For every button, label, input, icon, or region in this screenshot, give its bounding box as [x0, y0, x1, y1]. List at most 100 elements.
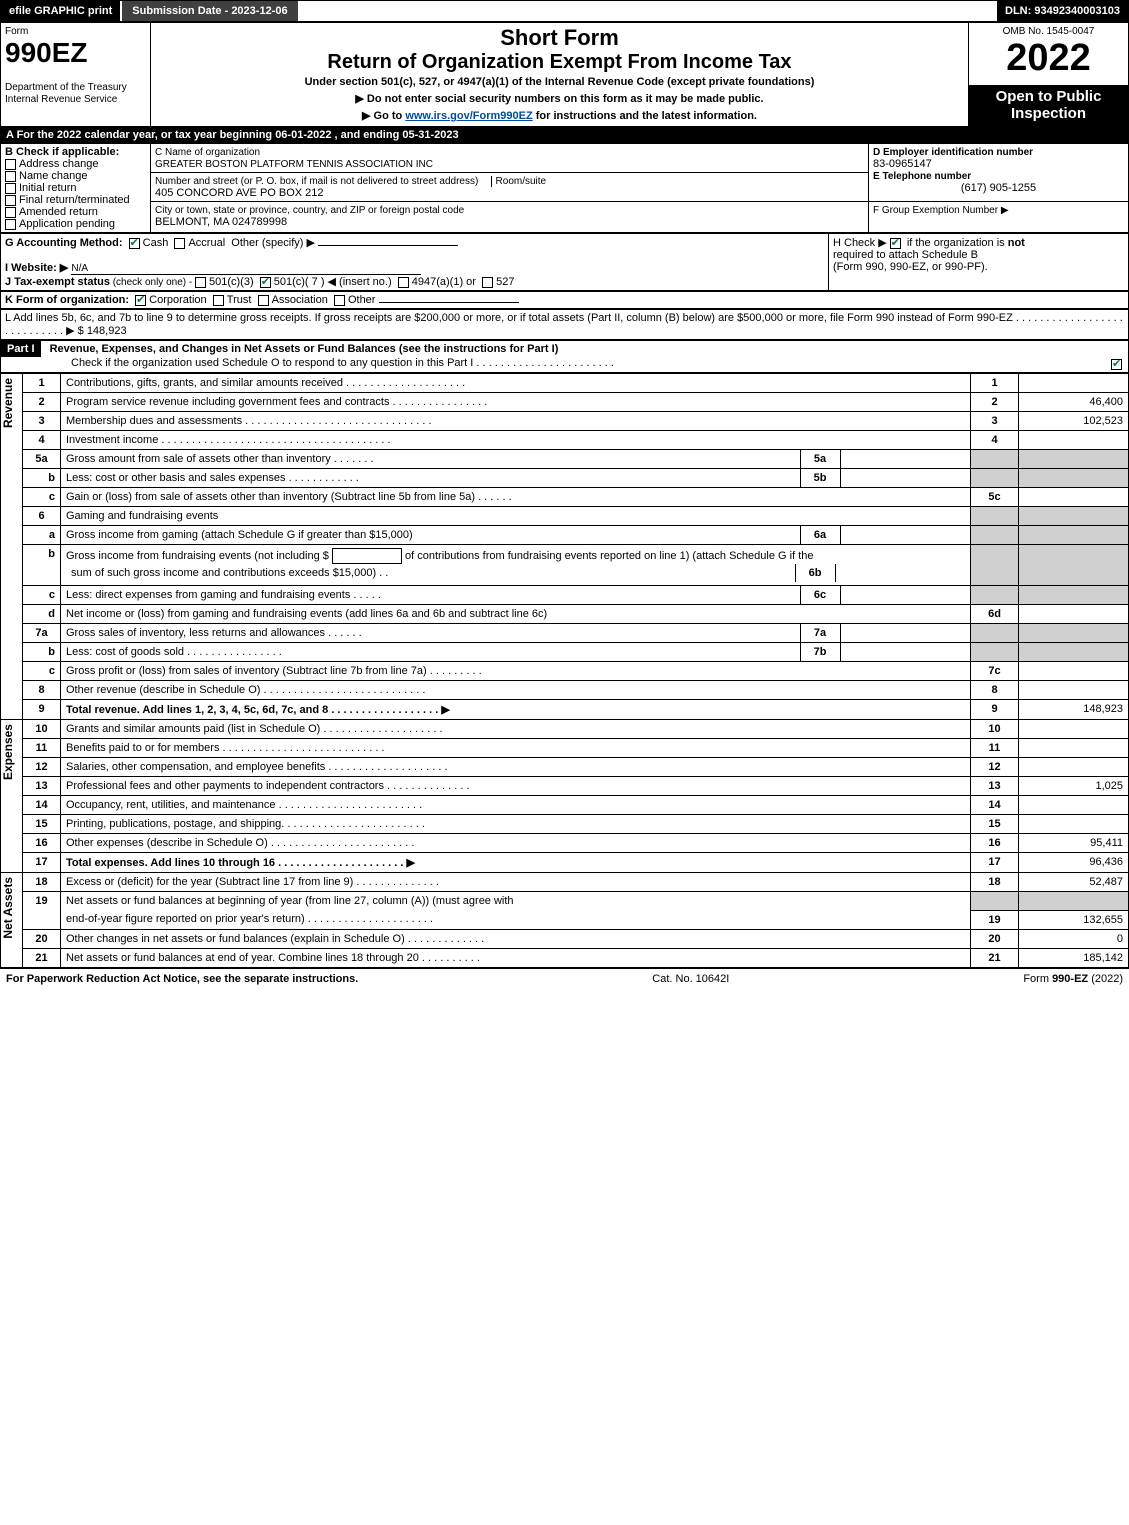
addr-label: Number and street (or P. O. box, if mail…	[155, 176, 478, 187]
l6b-greybox	[971, 545, 1019, 586]
k-label: K Form of organization:	[5, 294, 129, 306]
lines-table: Revenue 1 Contributions, gifts, grants, …	[0, 373, 1129, 968]
l8-amt	[1019, 681, 1129, 700]
opt-other-method: Other (specify) ▶	[231, 237, 315, 249]
phone-value: (617) 905-1255	[873, 182, 1124, 194]
l5a-greyamt	[1019, 450, 1129, 469]
l10-desc: Grants and similar amounts paid (list in…	[61, 720, 971, 739]
l19-greybox	[971, 892, 1019, 911]
l6b-greyamt	[1019, 545, 1129, 586]
l8-num: 8	[23, 681, 61, 700]
l1-desc: Contributions, gifts, grants, and simila…	[61, 374, 971, 393]
l10-amt	[1019, 720, 1129, 739]
chk-501c3[interactable]	[195, 277, 206, 288]
l19-num: 19	[23, 892, 61, 930]
city-value: BELMONT, MA 024789998	[155, 216, 287, 228]
l6b-contrib-input[interactable]	[332, 548, 402, 564]
l5a-desc: Gross amount from sale of assets other t…	[61, 450, 800, 468]
irs-link[interactable]: www.irs.gov/Form990EZ	[405, 110, 532, 122]
l6d-num: d	[23, 605, 61, 624]
l21-desc: Net assets or fund balances at end of ye…	[61, 948, 971, 967]
chk-trust[interactable]	[213, 295, 224, 306]
chk-address-change[interactable]	[5, 159, 16, 170]
chk-amended-return[interactable]	[5, 207, 16, 218]
form-header: Form 990EZ Department of the Treasury In…	[0, 22, 1129, 127]
opt-initial-return: Initial return	[19, 182, 76, 194]
l4-desc: Investment income . . . . . . . . . . . …	[61, 431, 971, 450]
line-l: L Add lines 5b, 6c, and 7b to line 9 to …	[1, 310, 1129, 340]
l19-desc1: Net assets or fund balances at beginning…	[61, 892, 971, 911]
l17-amt: 96,436	[1019, 853, 1129, 873]
part-i-checkline: Check if the organization used Schedule …	[1, 357, 614, 369]
l6a-greybox	[971, 526, 1019, 545]
l6d-desc: Net income or (loss) from gaming and fun…	[61, 605, 971, 624]
l20-num: 20	[23, 929, 61, 948]
chk-association[interactable]	[258, 295, 269, 306]
chk-other-org[interactable]	[334, 295, 345, 306]
chk-name-change[interactable]	[5, 171, 16, 182]
l7c-num: c	[23, 662, 61, 681]
opt-4947: 4947(a)(1) or	[412, 276, 476, 288]
opt-amended-return: Amended return	[19, 206, 98, 218]
l2-num: 2	[23, 393, 61, 412]
l17-num: 17	[23, 853, 61, 873]
expenses-section-label: Expenses	[1, 720, 15, 784]
room-label: Room/suite	[491, 176, 547, 187]
l6c-greyamt	[1019, 586, 1129, 605]
l5c-amt	[1019, 488, 1129, 507]
l6-num: 6	[23, 507, 61, 526]
l14-num: 14	[23, 796, 61, 815]
tax-year: 2022	[973, 37, 1124, 80]
chk-cash[interactable]	[129, 238, 140, 249]
h-line2: required to attach Schedule B	[833, 249, 978, 261]
l11-desc: Benefits paid to or for members . . . . …	[61, 739, 971, 758]
chk-application-pending[interactable]	[5, 219, 16, 230]
goto-pre: ▶ Go to	[362, 110, 405, 122]
section-h: H Check ▶ if the organization is not req…	[829, 234, 1129, 291]
other-org-input[interactable]	[379, 302, 519, 303]
h-not: not	[1008, 237, 1025, 249]
h-line3: (Form 990, 990-EZ, or 990-PF).	[833, 261, 988, 273]
l1-num: 1	[23, 374, 61, 393]
topbar-spacer	[298, 1, 997, 21]
dln-label: DLN: 93492340003103	[997, 1, 1128, 21]
l5b-num: b	[23, 469, 61, 488]
chk-527[interactable]	[482, 277, 493, 288]
footer-right: Form 990-EZ (2022)	[1023, 973, 1123, 985]
opt-501c: 501(c)( 7 ) ◀ (insert no.)	[274, 276, 392, 288]
g-h-block: G Accounting Method: Cash Accrual Other …	[0, 233, 1129, 291]
submission-date-button[interactable]: Submission Date - 2023-12-06	[122, 1, 297, 21]
chk-final-return[interactable]	[5, 195, 16, 206]
l16-desc: Other expenses (describe in Schedule O) …	[61, 834, 971, 853]
other-method-input[interactable]	[318, 245, 458, 246]
l17-box: 17	[971, 853, 1019, 873]
opt-501c3: 501(c)(3)	[209, 276, 254, 288]
l20-desc: Other changes in net assets or fund bala…	[61, 929, 971, 948]
omb-number: OMB No. 1545-0047	[1003, 26, 1095, 37]
l20-box: 20	[971, 929, 1019, 948]
l9-desc: Total revenue. Add lines 1, 2, 3, 4, 5c,…	[61, 700, 971, 720]
l5a-ibox: 5a	[800, 450, 840, 468]
l3-amt: 102,523	[1019, 412, 1129, 431]
l12-num: 12	[23, 758, 61, 777]
l6a-iamt	[840, 526, 970, 544]
section-f: F Group Exemption Number ▶	[869, 202, 1129, 233]
l9-box: 9	[971, 700, 1019, 720]
l7a-desc: Gross sales of inventory, less returns a…	[61, 624, 800, 642]
chk-corporation[interactable]	[135, 295, 146, 306]
chk-accrual[interactable]	[174, 238, 185, 249]
l11-box: 11	[971, 739, 1019, 758]
l13-num: 13	[23, 777, 61, 796]
l7c-box: 7c	[971, 662, 1019, 681]
l14-desc: Occupancy, rent, utilities, and maintena…	[61, 796, 971, 815]
chk-schedule-b[interactable]	[890, 238, 901, 249]
chk-schedule-o[interactable]	[1111, 359, 1122, 370]
e-label: E Telephone number	[873, 171, 971, 182]
efile-print-button[interactable]: efile GRAPHIC print	[1, 1, 122, 21]
line-k: K Form of organization: Corporation Trus…	[1, 292, 1129, 309]
opt-address-change: Address change	[19, 158, 99, 170]
chk-initial-return[interactable]	[5, 183, 16, 194]
chk-501c[interactable]	[260, 277, 271, 288]
l18-desc: Excess or (deficit) for the year (Subtra…	[61, 873, 971, 892]
chk-4947[interactable]	[398, 277, 409, 288]
